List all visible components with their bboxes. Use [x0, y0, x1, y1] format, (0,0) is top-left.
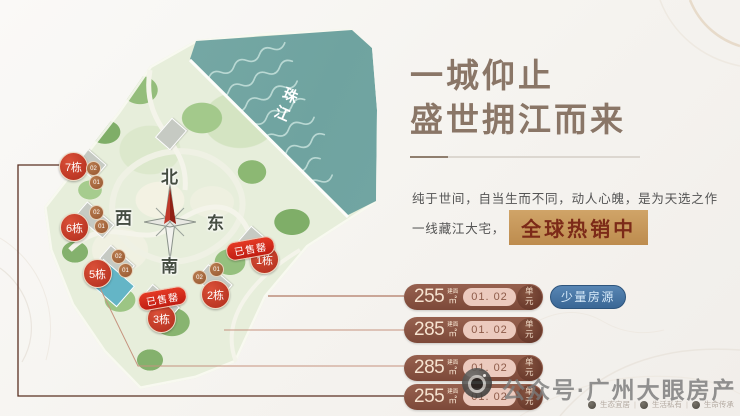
intro-line2-text: 一线藏江大宅， [412, 222, 506, 236]
area-value: 285 [414, 319, 445, 340]
river-bank-line [0, 0, 420, 416]
headline-divider [410, 156, 640, 158]
headline-line2: 盛世拥江而来 [410, 103, 626, 140]
slogan-icon [639, 400, 648, 409]
building-badge-6: 6栋 [60, 213, 89, 242]
compass-star [144, 183, 196, 261]
slogan-3: 生命传承 [703, 400, 734, 409]
unit-dot: 01 [94, 219, 109, 234]
area-value: 255 [414, 286, 445, 307]
unit-dot: 02 [192, 270, 207, 285]
availability-tag: 少量房源 [549, 285, 626, 309]
camera-icon [462, 368, 492, 398]
compass-north-label: 北 [161, 168, 178, 187]
unit-dot: 01 [89, 175, 104, 190]
compass-south-label: 南 [161, 257, 178, 276]
intro-line1: 纯于世间，自当生而不同，动人心魄，是为天选之作 [412, 192, 718, 206]
building-badge-5: 5栋 [83, 259, 112, 288]
watermark-brand: 公众号·广州大眼房产 [502, 377, 737, 403]
slogan-icon [691, 400, 700, 409]
unit-word-circle: 单元 [516, 384, 542, 410]
unit-numbers: 01. 02 [463, 288, 516, 306]
unit-dot: 02 [89, 205, 104, 220]
slogan-1: 生态宜居 [600, 400, 630, 409]
headline: 一城仰止 盛世拥江而来 [410, 55, 626, 143]
slogan-icon [588, 400, 596, 409]
slogan-separator: | [685, 400, 688, 409]
slogan-separator: | [634, 400, 636, 409]
hot-sale-badge: 全球热销中 [509, 210, 649, 245]
unit-word-circle: 单元 [516, 355, 542, 381]
camera-highlight [483, 374, 486, 377]
compass-west-label: 西 [115, 209, 132, 228]
slogan-2: 生活私有 [651, 400, 682, 409]
unit-dot: 01 [209, 262, 224, 277]
unit-numbers: 01. 02 [463, 321, 516, 339]
unit-word-circle: 单元 [516, 284, 542, 310]
compass-east-label: 东 [207, 214, 224, 233]
building-badge-2: 2栋 [201, 280, 230, 309]
unit-word-circle: 单元 [516, 317, 542, 343]
building-badge-7: 7栋 [59, 152, 88, 181]
area-value: 285 [414, 357, 445, 378]
area-value: 255 [414, 386, 445, 407]
camera-lens [468, 375, 486, 393]
watermark-slogans: 生态宜居 | 生活私有 | 生命传承 [588, 399, 734, 410]
intro-line2: 一线藏江大宅， 全球热销中 [412, 210, 649, 245]
unit-dot: 02 [111, 249, 126, 264]
headline-line1: 一城仰止 [410, 59, 554, 95]
unit-dot: 01 [118, 263, 133, 278]
unit-dot: 02 [86, 161, 101, 176]
